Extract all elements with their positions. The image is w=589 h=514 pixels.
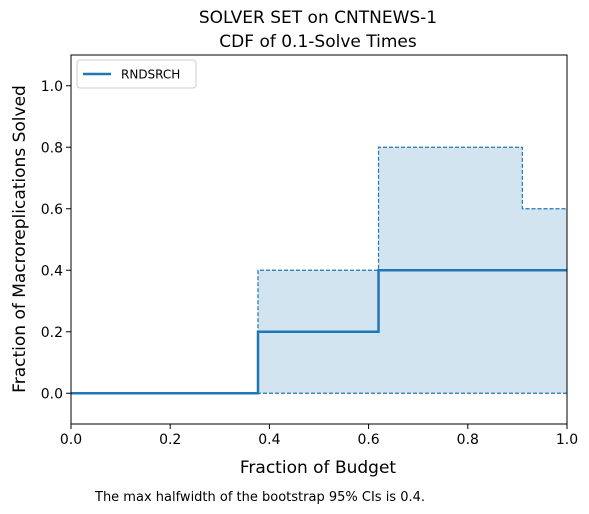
series-lines <box>71 269 567 395</box>
x-tick-label: 0.8 <box>457 432 479 448</box>
plot-frame <box>70 54 568 425</box>
legend-label-rndsrch: RNDSRCH <box>121 68 180 82</box>
y-tick-label: 1.0 <box>41 79 63 95</box>
y-tick-label: 0.6 <box>41 202 63 218</box>
x-tick-label: 0.0 <box>60 432 82 448</box>
chart-subtitle: CDF of 0.1-Solve Times <box>219 32 417 52</box>
x-ticks: 0.0 0.2 0.4 0.6 0.8 1.0 <box>60 424 578 448</box>
x-tick-label: 0.4 <box>258 432 280 448</box>
legend-box <box>76 59 197 89</box>
x-axis-label: Fraction of Budget <box>240 458 397 478</box>
x-tick-label: 0.2 <box>159 432 181 448</box>
series-line-rndsrch <box>71 269 567 395</box>
y-tick-label: 0.2 <box>41 325 63 341</box>
y-axis-label: Fraction of Macroreplications Solved <box>10 85 30 393</box>
confidence-band-fill <box>71 147 567 394</box>
legend: RNDSRCH <box>76 59 197 89</box>
y-ticks: 0.0 0.2 0.4 0.6 0.8 1.0 <box>41 79 71 402</box>
y-tick-label: 0.4 <box>41 263 63 279</box>
footnote: The max halfwidth of the bootstrap 95% C… <box>94 490 425 505</box>
y-tick-label: 0.8 <box>41 140 63 156</box>
chart-title: SOLVER SET on CNTNEWS-1 <box>199 8 437 28</box>
x-tick-label: 0.6 <box>357 432 379 448</box>
y-tick-label: 0.0 <box>41 386 63 402</box>
x-tick-label: 1.0 <box>556 432 578 448</box>
